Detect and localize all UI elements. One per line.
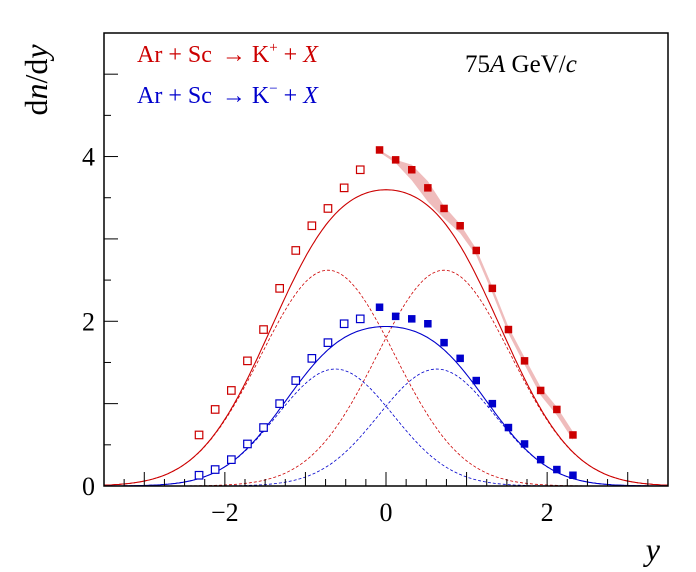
fit-curves-layer	[103, 189, 669, 487]
data-point-3-5	[275, 399, 284, 408]
data-point-0-12	[569, 431, 577, 439]
y-tick-label: 4	[82, 143, 95, 172]
data-markers-layer	[194, 146, 577, 480]
data-point-1-10	[355, 165, 365, 175]
data-point-3-8	[323, 338, 333, 347]
energy-label: 75A GeV/c	[465, 51, 577, 78]
data-point-2-11	[553, 465, 561, 474]
data-point-1-2	[227, 386, 236, 395]
x-tick-label: 0	[380, 498, 393, 527]
data-point-0-7	[488, 284, 497, 293]
data-point-2-9	[520, 440, 529, 448]
data-point-3-0	[194, 470, 204, 480]
x-tick-label: 2	[541, 498, 554, 527]
data-point-2-1	[391, 312, 400, 321]
data-point-3-4	[259, 423, 268, 432]
data-point-1-8	[323, 204, 333, 213]
x-tick-label: −2	[211, 498, 239, 527]
data-point-2-6	[472, 376, 480, 385]
data-point-3-3	[243, 439, 252, 449]
data-point-3-6	[291, 376, 301, 385]
data-point-0-1	[391, 156, 400, 164]
kplus-fit-component-left	[103, 269, 668, 487]
data-point-2-0	[375, 303, 384, 311]
kplus-fit-total	[103, 189, 669, 486]
axis-ticks-layer: −2 0 2 0 2 4	[82, 32, 669, 527]
data-point-0-0	[375, 146, 384, 154]
kplus-fit-component-right	[104, 269, 669, 487]
data-point-1-5	[275, 284, 284, 293]
data-point-1-1	[210, 405, 220, 414]
systematic-band-layer	[379, 150, 573, 440]
data-point-0-5	[456, 222, 464, 230]
data-point-3-2	[227, 455, 236, 464]
y-axis-title: dn/dy	[18, 44, 54, 116]
data-point-0-2	[408, 166, 416, 174]
x-axis-title: y	[643, 531, 661, 567]
data-point-2-4	[440, 338, 448, 347]
data-point-3-1	[210, 465, 220, 474]
y-tick-label: 0	[82, 472, 95, 501]
kminus-fit-component-right	[104, 368, 668, 487]
kplus-systematic-band	[379, 150, 573, 440]
kminus-fit-component-left	[104, 368, 668, 487]
data-point-3-7	[307, 354, 317, 363]
data-point-3-9	[339, 319, 349, 329]
data-point-2-8	[504, 423, 513, 432]
data-point-1-0	[194, 430, 204, 440]
data-point-2-10	[536, 455, 545, 464]
data-point-2-5	[456, 354, 464, 363]
data-point-2-7	[488, 399, 497, 408]
data-point-2-12	[569, 471, 577, 479]
legend-kminus: Ar + Sc → K− + X	[137, 81, 319, 109]
data-point-0-11	[553, 405, 561, 414]
data-point-0-6	[472, 246, 480, 255]
data-point-1-9	[339, 183, 349, 193]
data-point-2-3	[424, 320, 432, 328]
data-point-0-4	[440, 204, 448, 213]
data-point-1-4	[259, 325, 268, 334]
data-point-0-3	[424, 184, 432, 192]
data-point-1-3	[243, 356, 252, 366]
data-point-1-6	[291, 246, 301, 255]
data-point-3-10	[355, 314, 365, 324]
y-tick-label: 2	[82, 307, 95, 336]
data-point-0-10	[536, 386, 545, 395]
data-point-2-2	[408, 315, 416, 323]
data-point-1-7	[307, 221, 317, 231]
legend-kplus: Ar + Sc → K+ + X	[137, 40, 319, 68]
data-point-0-9	[520, 357, 529, 365]
data-point-0-8	[504, 325, 513, 334]
